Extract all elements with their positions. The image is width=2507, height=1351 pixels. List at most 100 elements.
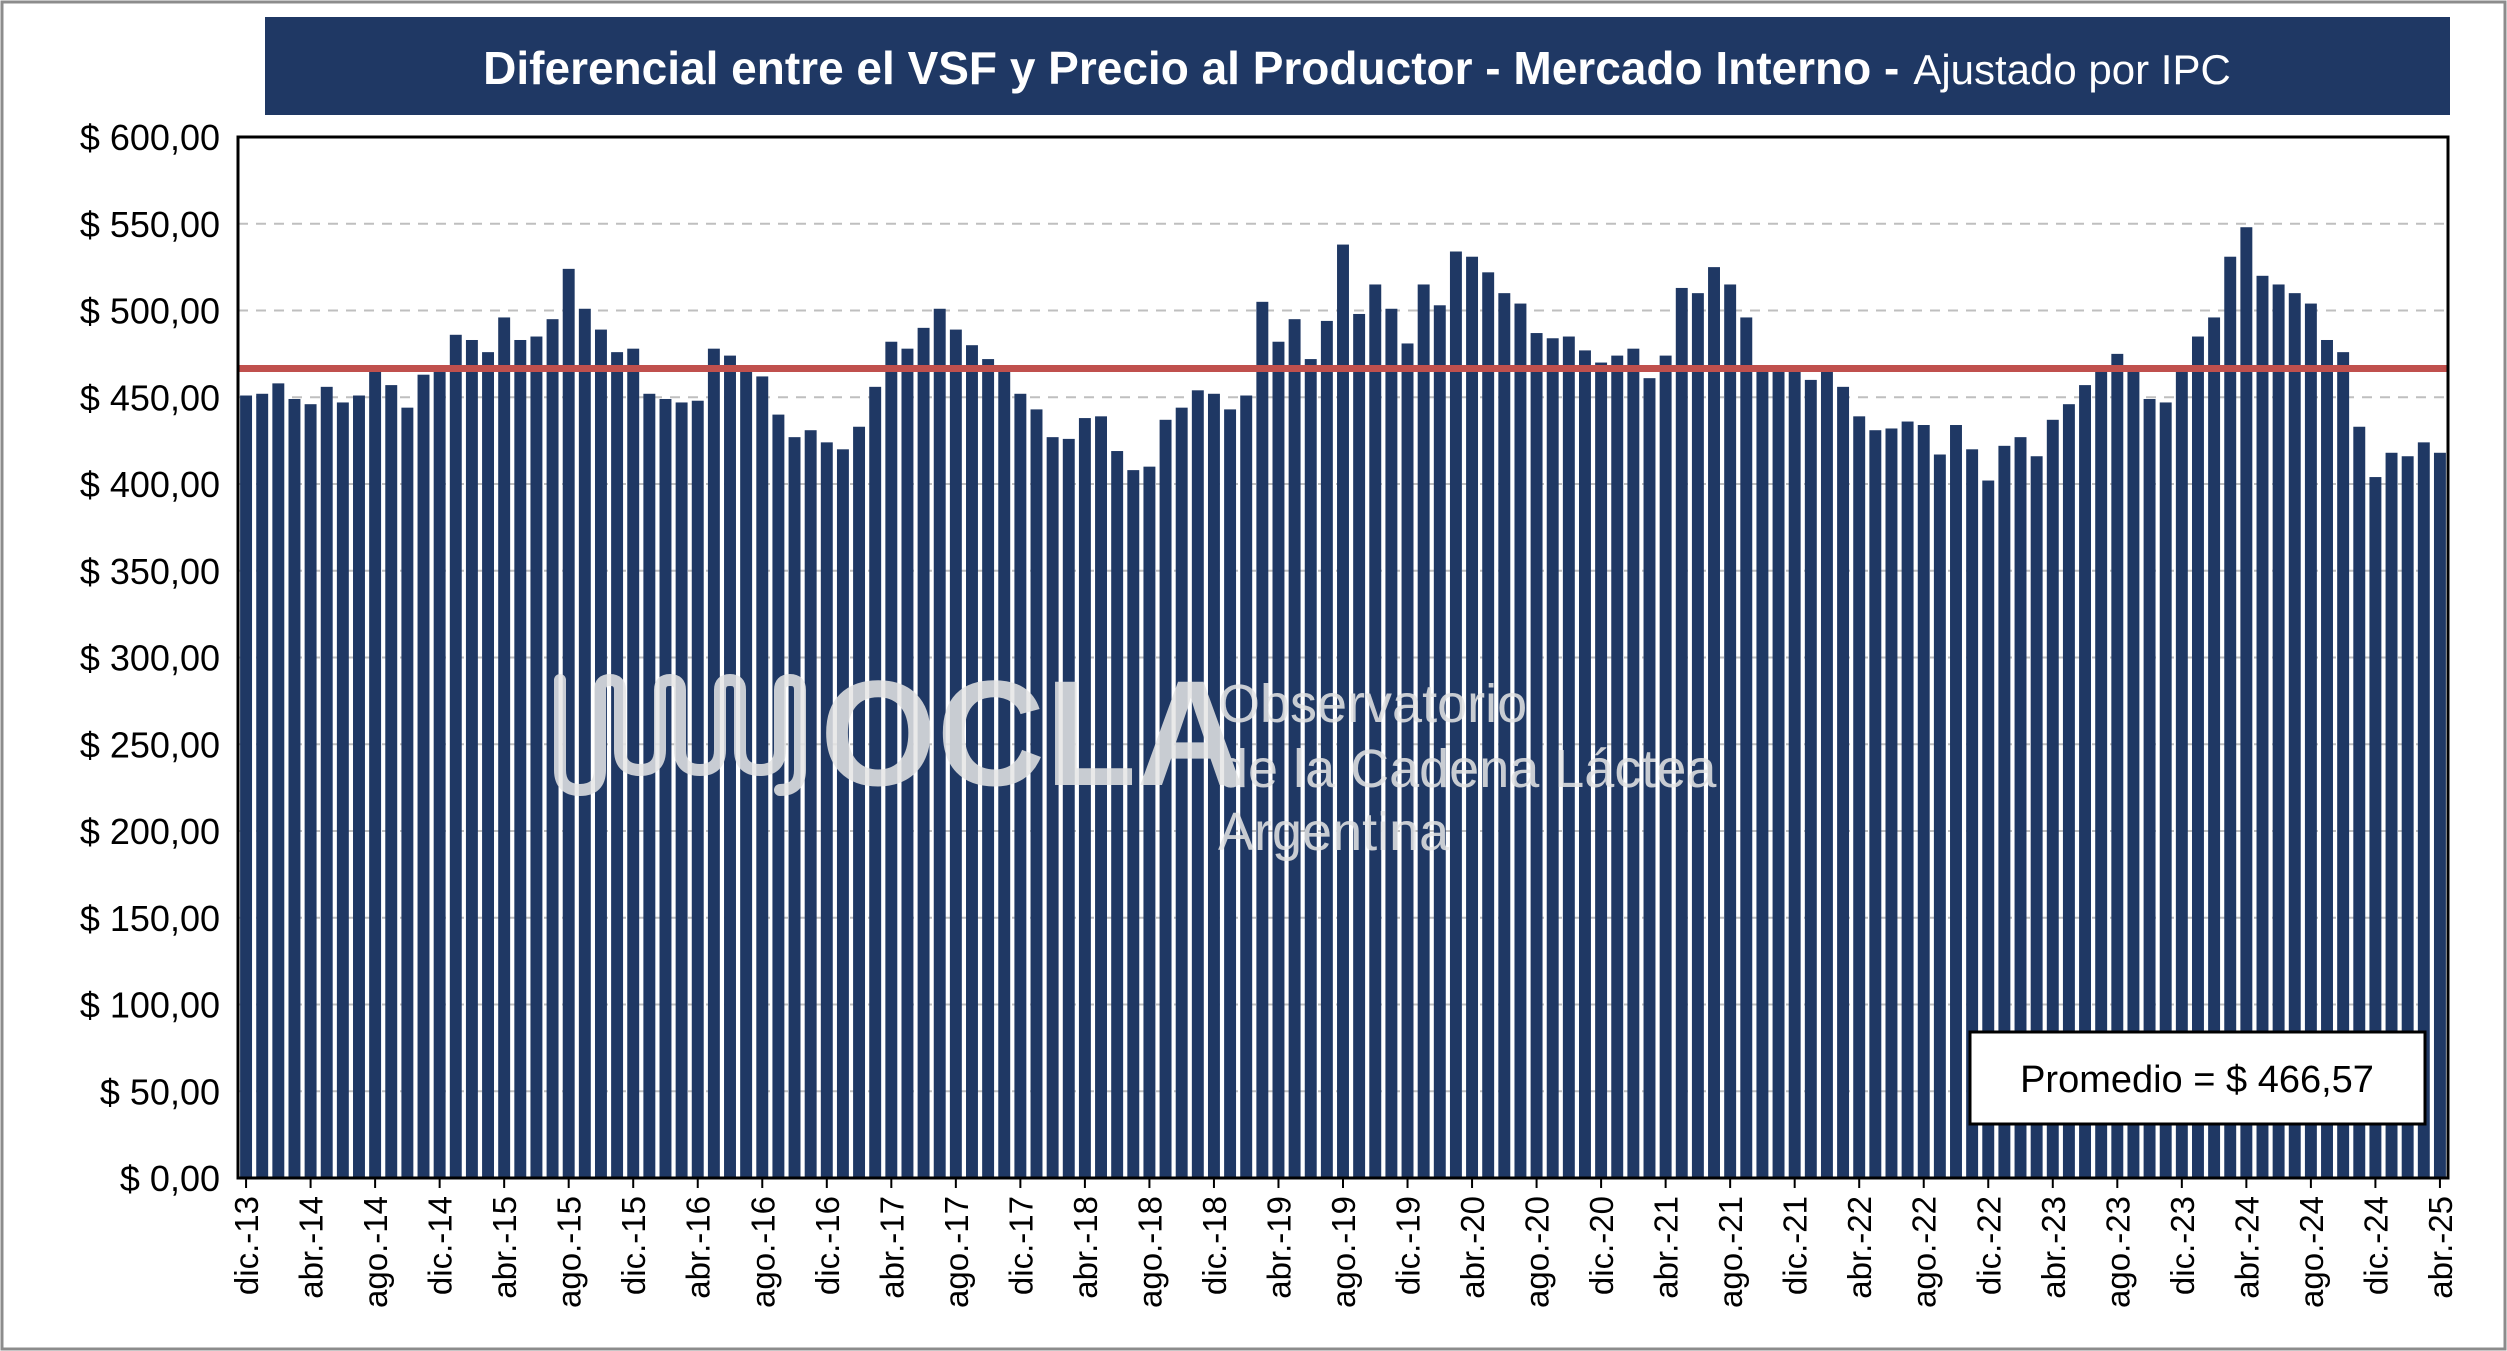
y-tick-label: $ 300,00 xyxy=(80,638,220,679)
bar xyxy=(1207,393,1220,1178)
bar xyxy=(1014,393,1027,1178)
bar xyxy=(1772,369,1785,1178)
bar xyxy=(1885,428,1898,1179)
average-label: Promedio = $ 466,57 xyxy=(2020,1059,2374,1101)
bar xyxy=(1756,367,1769,1178)
bar xyxy=(820,442,833,1178)
y-tick-label: $ 150,00 xyxy=(80,898,220,939)
bar xyxy=(1901,421,1914,1178)
x-tick-label: abr.-16 xyxy=(680,1196,717,1299)
bar xyxy=(2191,336,2204,1178)
bar xyxy=(514,339,527,1178)
bar xyxy=(1078,418,1091,1178)
bar xyxy=(1401,343,1414,1179)
bar xyxy=(240,395,253,1178)
bar xyxy=(1917,425,1930,1178)
bar xyxy=(1804,379,1817,1178)
watermark-line2: de la Cadena Láctea xyxy=(1218,739,1717,799)
bar xyxy=(1514,303,1527,1178)
bar xyxy=(949,329,962,1179)
bar xyxy=(724,355,736,1178)
x-tick-label: ago.-14 xyxy=(357,1196,394,1308)
bar xyxy=(1740,317,1753,1178)
bar xyxy=(1256,301,1269,1178)
bar xyxy=(1546,338,1559,1178)
x-tick-label: dic.-23 xyxy=(2164,1196,2201,1295)
bar xyxy=(1853,416,1866,1179)
bar xyxy=(1304,359,1317,1179)
x-tick-label: dic.-20 xyxy=(1583,1196,1620,1295)
x-tick-label: ago.-19 xyxy=(1325,1196,1362,1308)
bar xyxy=(1353,313,1366,1179)
bar xyxy=(465,339,478,1178)
bar xyxy=(1385,308,1398,1178)
bar xyxy=(2401,456,2414,1178)
bar xyxy=(2369,477,2382,1178)
bar xyxy=(2224,256,2237,1179)
bar xyxy=(1191,390,1204,1178)
bar xyxy=(1950,425,1962,1178)
bar xyxy=(1659,355,1672,1178)
bar xyxy=(2208,317,2221,1178)
bar xyxy=(1869,430,1882,1179)
bar xyxy=(1143,466,1156,1178)
bar xyxy=(1240,395,1253,1178)
bar xyxy=(433,371,446,1179)
y-tick-label: $ 200,00 xyxy=(80,811,220,852)
watermark-line1: Observatorio xyxy=(1218,674,1527,734)
bar xyxy=(1708,267,1720,1178)
bar xyxy=(1579,350,1591,1178)
x-tick-label: abr.-18 xyxy=(1067,1196,1104,1299)
bar xyxy=(804,430,817,1179)
bar xyxy=(901,348,914,1178)
bar xyxy=(966,345,978,1178)
bar xyxy=(611,352,624,1178)
bar xyxy=(482,352,495,1178)
bar xyxy=(1998,445,2011,1179)
bar xyxy=(530,336,543,1178)
bar xyxy=(982,359,995,1179)
bar xyxy=(1159,419,1172,1178)
bar xyxy=(1966,449,1979,1178)
bar xyxy=(2159,402,2172,1179)
bar xyxy=(788,437,801,1178)
bar xyxy=(1175,407,1188,1178)
bar xyxy=(1062,438,1075,1178)
bar xyxy=(1417,284,1430,1179)
bar xyxy=(1466,256,1479,1179)
x-tick-label: ago.-23 xyxy=(2099,1196,2136,1308)
bar xyxy=(272,383,285,1178)
bar xyxy=(2337,352,2350,1178)
y-axis: $ 0,00 $ 50,00 $ 100,00 $ 150,00 $ 200,00 $ 2… xyxy=(80,117,220,1199)
bar xyxy=(353,395,365,1178)
x-tick-label: dic.-21 xyxy=(1777,1196,1814,1295)
ocla-logo-icon xyxy=(554,673,806,797)
bar xyxy=(772,414,785,1179)
bar xyxy=(1272,341,1285,1179)
bar xyxy=(1788,371,1801,1179)
bar xyxy=(2321,339,2333,1178)
bar xyxy=(288,398,301,1178)
watermark-brand: OCLA xyxy=(820,649,1245,817)
bar xyxy=(853,426,866,1178)
y-tick-label: $ 0,00 xyxy=(120,1158,220,1199)
y-tick-label: $ 550,00 xyxy=(80,204,220,245)
average-label-box xyxy=(1968,1030,2427,1126)
x-tick-label: abr.-20 xyxy=(1454,1196,1491,1299)
x-tick-label: abr.-14 xyxy=(293,1196,330,1299)
bar xyxy=(1337,244,1349,1178)
bar xyxy=(546,319,559,1178)
bar xyxy=(2240,227,2253,1179)
bar xyxy=(401,407,414,1178)
y-tick-label: $ 600,00 xyxy=(80,117,220,158)
y-tick-label: $ 250,00 xyxy=(80,724,220,765)
bar xyxy=(1562,336,1575,1178)
bar xyxy=(1643,378,1656,1178)
x-tick-label: dic.-22 xyxy=(1970,1196,2007,1295)
bar xyxy=(578,308,591,1178)
bar xyxy=(1127,470,1140,1178)
bar xyxy=(998,369,1011,1178)
watermark-line3: Argentina xyxy=(1218,802,1450,862)
